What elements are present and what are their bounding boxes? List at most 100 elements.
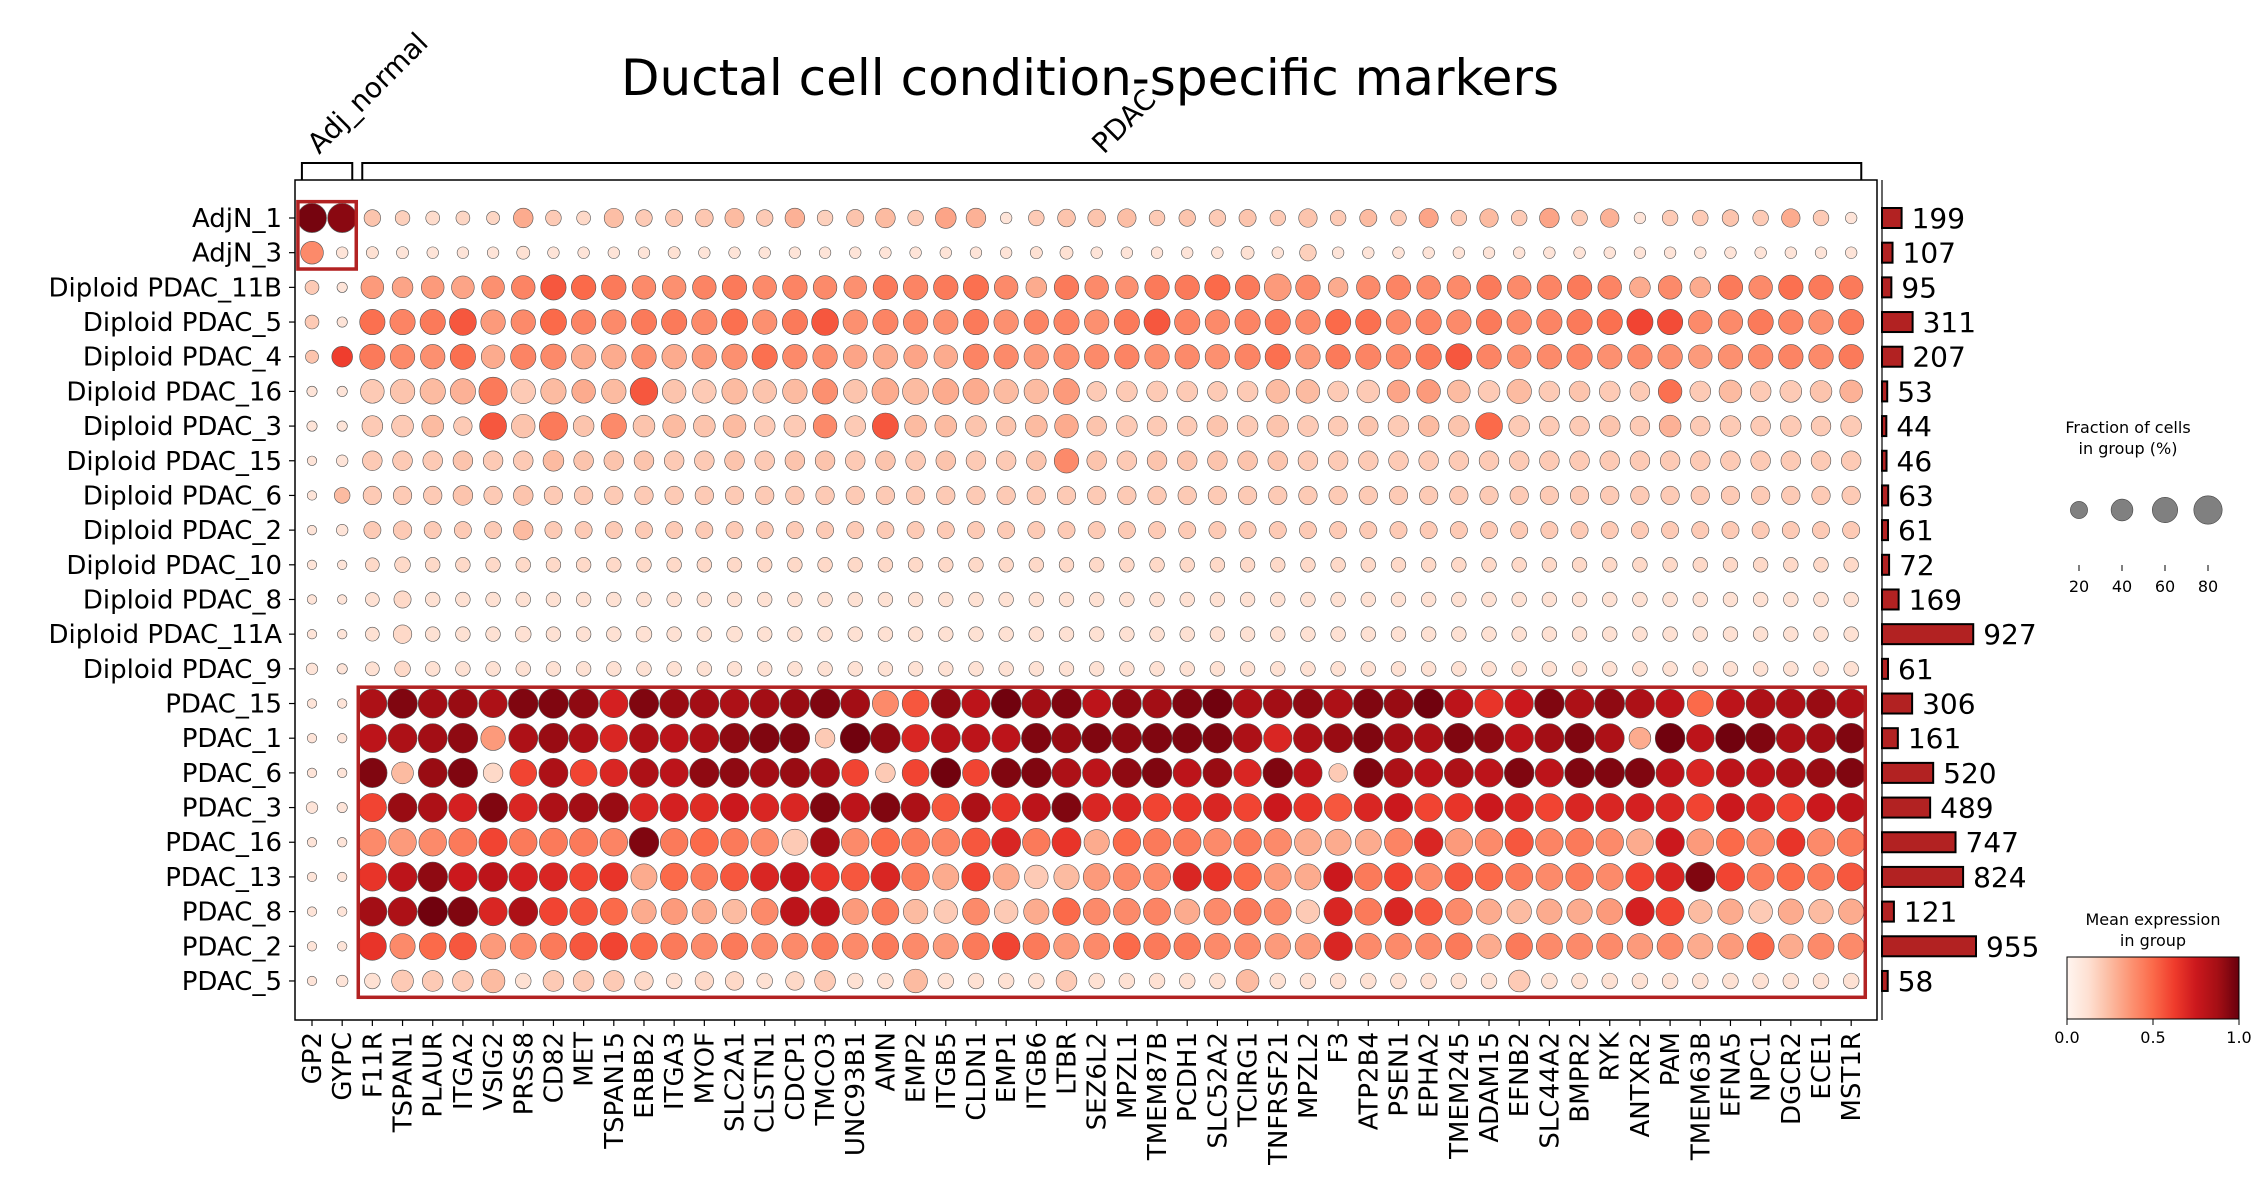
- dot: [1053, 378, 1079, 404]
- dot: [513, 208, 533, 228]
- dot: [880, 247, 892, 259]
- dot: [1300, 973, 1316, 989]
- dot: [1445, 863, 1473, 891]
- dot: [337, 768, 347, 778]
- dot: [1324, 862, 1353, 891]
- dot: [1777, 863, 1805, 891]
- dot: [753, 276, 777, 300]
- dot: [629, 724, 658, 753]
- dot: [1813, 210, 1829, 226]
- dot: [690, 758, 719, 787]
- dot: [1173, 863, 1201, 891]
- dot: [337, 386, 347, 396]
- dot: [307, 456, 317, 466]
- dot: [1360, 209, 1377, 226]
- dot: [1512, 662, 1527, 677]
- dot: [666, 522, 683, 539]
- dot: [1088, 209, 1106, 227]
- dot: [509, 828, 537, 856]
- dot: [1809, 344, 1834, 369]
- dot: [661, 933, 688, 960]
- dot: [752, 933, 778, 959]
- dot: [693, 276, 717, 300]
- dot: [1089, 973, 1105, 989]
- dot: [720, 723, 750, 753]
- dot: [1331, 592, 1346, 607]
- cell-count-bar: [1882, 347, 1902, 367]
- dot: [1022, 689, 1051, 718]
- dot: [727, 557, 742, 572]
- dot: [931, 724, 960, 753]
- dot: [1207, 416, 1228, 437]
- dot: [931, 758, 961, 788]
- dot: [1570, 451, 1590, 471]
- dot: [1662, 973, 1678, 989]
- dot: [1149, 973, 1165, 989]
- dot: [481, 969, 505, 993]
- dot: [901, 793, 930, 822]
- dot: [1264, 898, 1291, 925]
- dot: [1750, 381, 1771, 402]
- dot: [1749, 900, 1773, 924]
- dot: [574, 451, 594, 471]
- dot: [359, 828, 387, 856]
- dot: [361, 276, 384, 299]
- dot: [1119, 973, 1135, 989]
- dot: [848, 592, 863, 607]
- dot: [1476, 413, 1503, 440]
- dot: [963, 309, 988, 334]
- dot: [337, 872, 347, 882]
- dot: [1602, 557, 1617, 572]
- dot: [994, 379, 1019, 404]
- dot: [754, 416, 775, 437]
- dot: [360, 309, 385, 334]
- dot: [667, 662, 682, 677]
- dot: [1444, 723, 1474, 753]
- dot: [1233, 724, 1262, 753]
- gene-label: EMP2: [902, 1032, 932, 1103]
- dot: [1058, 209, 1076, 227]
- dot: [721, 309, 747, 335]
- dot: [394, 591, 411, 608]
- dot: [1535, 794, 1563, 822]
- dot: [1113, 828, 1141, 856]
- cell-count-label: 306: [1922, 688, 1975, 721]
- dot: [1113, 933, 1140, 960]
- dot: [1657, 933, 1683, 959]
- dot: [1089, 557, 1104, 572]
- dot: [967, 486, 986, 505]
- dot: [366, 247, 378, 259]
- dot: [848, 557, 863, 572]
- dot: [1173, 759, 1201, 787]
- dot: [1357, 380, 1380, 403]
- dot: [722, 344, 747, 369]
- dot: [1265, 344, 1290, 369]
- dot: [337, 733, 347, 743]
- dot: [1815, 247, 1827, 259]
- dot: [1686, 862, 1715, 891]
- dot: [457, 247, 469, 259]
- gene-label: TMCO3: [811, 1032, 841, 1126]
- dot: [1627, 309, 1653, 335]
- dot: [903, 275, 928, 300]
- cell-count-bar: [1882, 589, 1899, 609]
- dot: [1113, 863, 1140, 890]
- dot: [1452, 557, 1467, 572]
- dot: [418, 793, 447, 822]
- cell-count-label: 747: [1966, 826, 2019, 859]
- dot: [660, 689, 689, 718]
- dot: [479, 828, 507, 856]
- dot: [393, 451, 413, 471]
- dot: [752, 310, 777, 335]
- dot: [1000, 212, 1012, 224]
- dot: [1360, 973, 1376, 989]
- dot: [456, 592, 471, 607]
- dot: [1751, 451, 1771, 471]
- dot: [305, 350, 318, 363]
- dot: [358, 758, 387, 787]
- dot: [756, 210, 773, 227]
- dot: [695, 209, 713, 227]
- dot: [1330, 210, 1346, 226]
- dot: [1508, 970, 1530, 992]
- dot: [487, 211, 500, 224]
